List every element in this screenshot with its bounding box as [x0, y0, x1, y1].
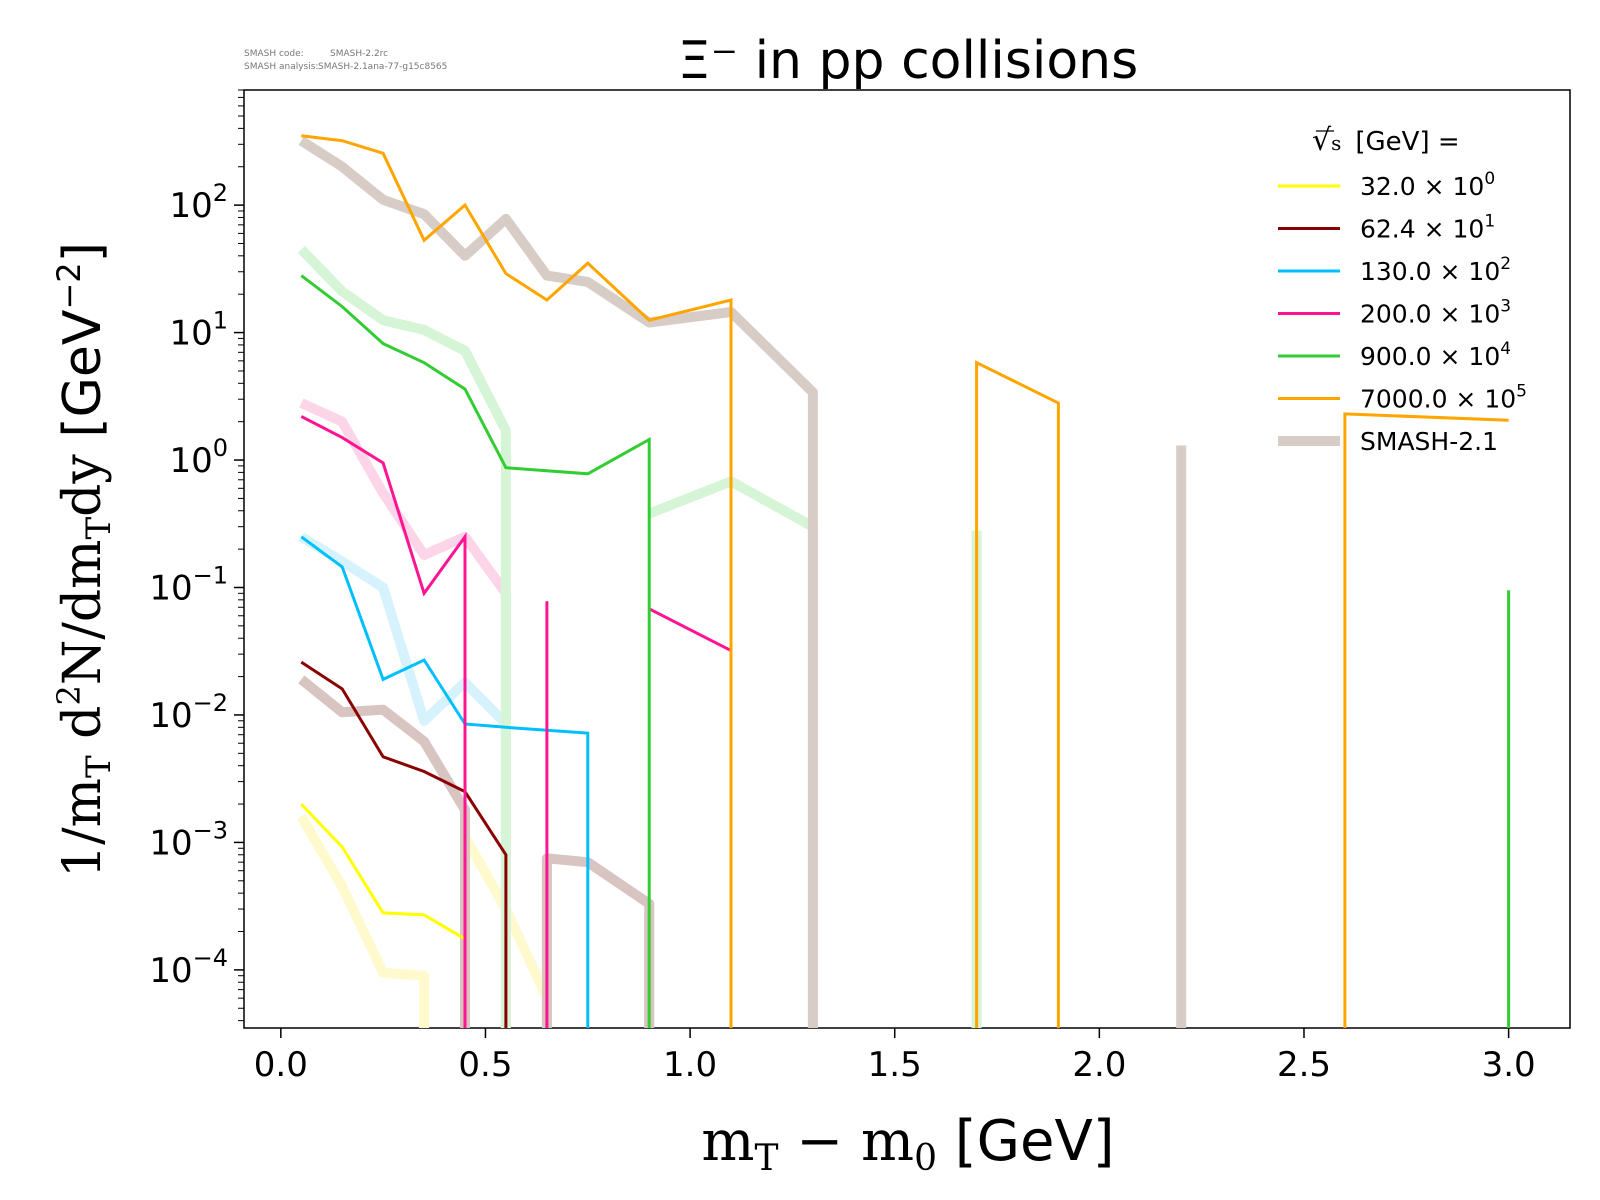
- x-tick-label: 3.0: [1482, 1045, 1536, 1085]
- legend-label-smash: SMASH-2.1: [1360, 427, 1498, 456]
- legend-title: √s [GeV] =: [1312, 123, 1460, 158]
- smash-analysis-value: SMASH-2.1ana-77-g15c8565: [318, 62, 447, 72]
- y-tick-label: 10−4: [149, 944, 228, 991]
- y-tick-label: 102: [169, 179, 228, 226]
- legend-label: 32.0 × 100: [1360, 169, 1495, 201]
- x-tick-label: 1.5: [868, 1045, 922, 1085]
- legend-label: 7000.0 × 105: [1360, 382, 1527, 414]
- y-tick-label: 10−3: [149, 816, 228, 863]
- x-tick-label: 0.0: [254, 1045, 308, 1085]
- series-line-7000.0-10: [1343, 412, 1509, 1028]
- y-tick-label: 101: [169, 307, 228, 354]
- plot-area: [243, 89, 1571, 1029]
- legend-label: 200.0 × 103: [1360, 297, 1511, 329]
- legend: √s [GeV] = 32.0 × 100 62.4 × 101 130.0 × 10…: [1278, 123, 1527, 456]
- data-curves: [300, 134, 1511, 1028]
- smash-curve-5: [299, 398, 511, 1028]
- series-line-7000.0-9: [975, 360, 1060, 1028]
- smash-curve-0: [296, 813, 430, 1028]
- x-tick-label: 2.0: [1072, 1045, 1126, 1085]
- series-line-7000.0-8: [301, 134, 733, 1028]
- smash-curve-9: [298, 136, 818, 1028]
- y-axis: 102 101 100 10−1 10−2 10−3 10−4: [149, 89, 244, 1022]
- chart-title: Ξ⁻ in pp collisions: [678, 31, 1138, 91]
- smash-analysis-label: SMASH analysis:: [244, 62, 318, 72]
- y-axis-label: 1/mT d2N/dmTdy [GeV−2]: [50, 242, 119, 878]
- legend-label: 130.0 × 102: [1360, 254, 1511, 286]
- smash-curve-4: [298, 532, 510, 728]
- smash-curve-6: [297, 245, 511, 1028]
- legend-label: 900.0 × 104: [1360, 339, 1511, 371]
- smash-curve-3: [541, 853, 655, 1028]
- x-axis: 0.0 0.5 1.0 1.5 2.0 2.5 3.0: [254, 1028, 1536, 1085]
- series-line-62.4-1: [300, 660, 508, 1028]
- x-tick-label: 1.0: [663, 1045, 717, 1085]
- x-tick-label: 0.5: [458, 1045, 512, 1085]
- series-line-32.0-0: [300, 803, 466, 941]
- x-axis-label: mT − m0 [GeV]: [701, 1109, 1114, 1179]
- smash-code-value: SMASH-2.2rc: [330, 49, 388, 59]
- y-tick-label: 100: [169, 434, 228, 481]
- smash-code-label: SMASH code:: [244, 49, 304, 59]
- series-line-200.0-5: [648, 607, 732, 652]
- series-line-130.0-2: [300, 535, 590, 1028]
- series-line-900.0-6: [300, 274, 651, 1028]
- legend-label: 62.4 × 101: [1360, 212, 1495, 244]
- y-tick-label: 10−2: [149, 689, 228, 736]
- series-line-200.0-3: [300, 415, 467, 1028]
- y-tick-label: 10−1: [149, 561, 228, 608]
- smash-curves: [296, 136, 1187, 1028]
- x-tick-label: 2.5: [1277, 1045, 1331, 1085]
